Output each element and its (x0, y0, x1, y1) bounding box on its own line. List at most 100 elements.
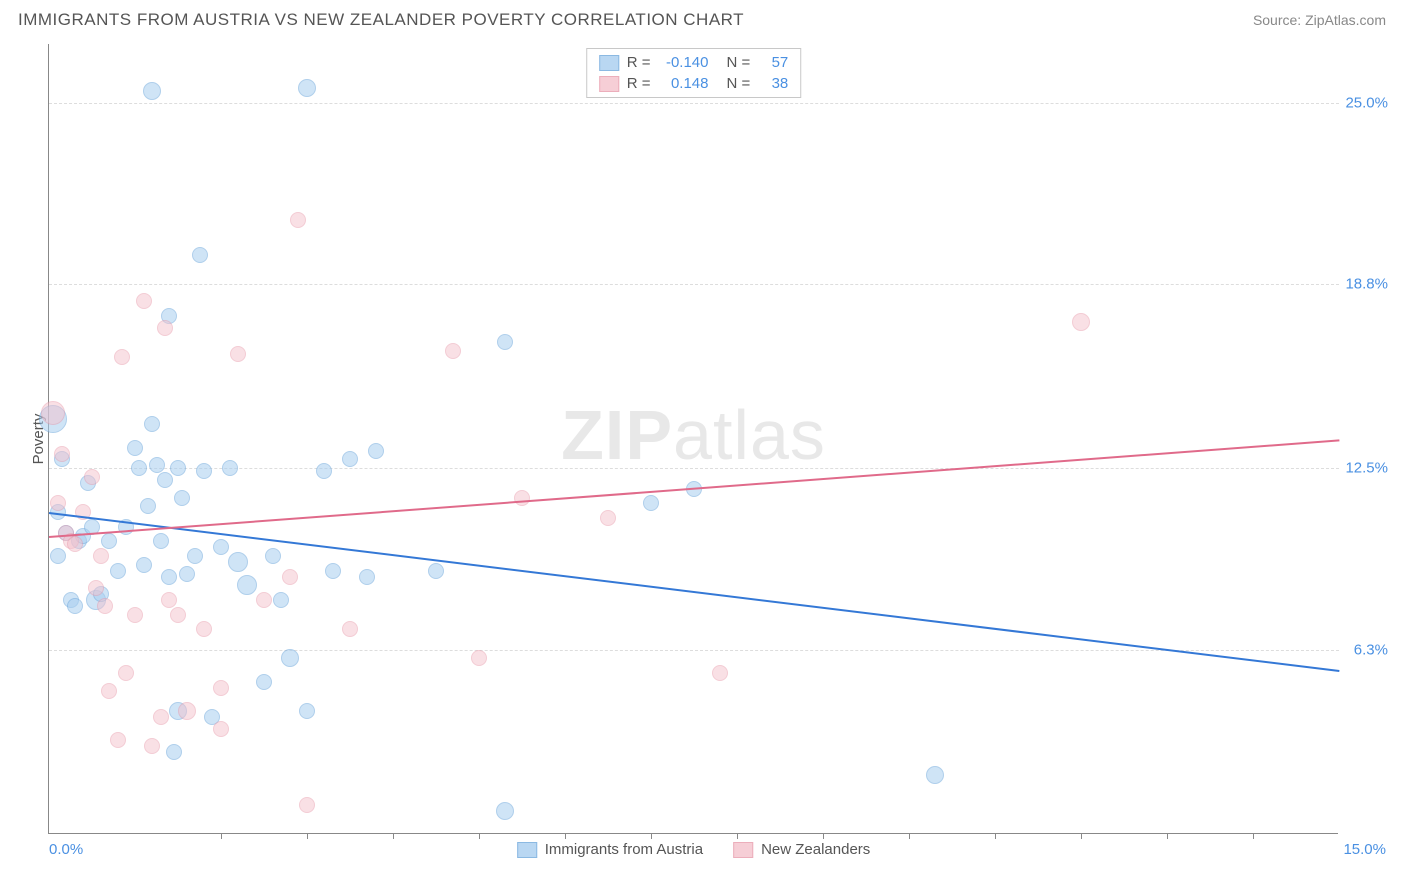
scatter-point[interactable] (222, 460, 238, 476)
scatter-point[interactable] (93, 548, 109, 564)
scatter-point[interactable] (110, 563, 126, 579)
scatter-point[interactable] (187, 548, 203, 564)
chart-title: IMMIGRANTS FROM AUSTRIA VS NEW ZEALANDER… (18, 10, 744, 30)
scatter-point[interactable] (228, 552, 248, 572)
scatter-point[interactable] (67, 598, 83, 614)
bottom-legend-item[interactable]: Immigrants from Austria (517, 841, 703, 858)
scatter-point[interactable] (153, 533, 169, 549)
x-tick (995, 833, 996, 839)
scatter-point[interactable] (118, 665, 134, 681)
scatter-point[interactable] (84, 469, 100, 485)
n-value: 38 (758, 75, 788, 92)
scatter-point[interactable] (368, 443, 384, 459)
gridline-h (49, 284, 1339, 285)
scatter-point[interactable] (144, 738, 160, 754)
scatter-point[interactable] (256, 592, 272, 608)
scatter-point[interactable] (1072, 313, 1090, 331)
scatter-point[interactable] (140, 498, 156, 514)
scatter-point[interactable] (445, 343, 461, 359)
scatter-point[interactable] (143, 82, 161, 100)
scatter-point[interactable] (428, 563, 444, 579)
scatter-point[interactable] (496, 802, 514, 820)
x-tick (479, 833, 480, 839)
scatter-point[interactable] (643, 495, 659, 511)
scatter-point[interactable] (136, 557, 152, 573)
x-tick (565, 833, 566, 839)
scatter-point[interactable] (299, 703, 315, 719)
scatter-point[interactable] (114, 349, 130, 365)
scatter-point[interactable] (179, 566, 195, 582)
scatter-point[interactable] (157, 472, 173, 488)
scatter-point[interactable] (110, 732, 126, 748)
bottom-legend-item[interactable]: New Zealanders (733, 841, 870, 858)
scatter-point[interactable] (497, 334, 513, 350)
scatter-point[interactable] (157, 320, 173, 336)
scatter-point[interactable] (50, 495, 66, 511)
scatter-point[interactable] (127, 607, 143, 623)
watermark: ZIPatlas (561, 395, 826, 475)
stats-legend-row: R =-0.140N =57 (587, 52, 801, 73)
scatter-point[interactable] (54, 446, 70, 462)
scatter-point[interactable] (88, 580, 104, 596)
scatter-point[interactable] (97, 598, 113, 614)
scatter-point[interactable] (170, 460, 186, 476)
scatter-point[interactable] (213, 539, 229, 555)
legend-swatch (599, 76, 619, 92)
scatter-point[interactable] (144, 416, 160, 432)
scatter-point[interactable] (41, 401, 65, 425)
scatter-point[interactable] (256, 674, 272, 690)
scatter-point[interactable] (926, 766, 944, 784)
scatter-point[interactable] (237, 575, 257, 595)
scatter-point[interactable] (192, 247, 208, 263)
scatter-point[interactable] (166, 744, 182, 760)
gridline-h (49, 468, 1339, 469)
scatter-point[interactable] (101, 683, 117, 699)
scatter-point[interactable] (196, 463, 212, 479)
scatter-point[interactable] (282, 569, 298, 585)
scatter-point[interactable] (101, 533, 117, 549)
legend-label: New Zealanders (761, 841, 870, 858)
x-tick (823, 833, 824, 839)
legend-label: Immigrants from Austria (545, 841, 703, 858)
n-label: N = (727, 75, 751, 92)
scatter-point[interactable] (161, 592, 177, 608)
watermark-bold: ZIP (561, 396, 673, 474)
scatter-point[interactable] (153, 709, 169, 725)
scatter-point[interactable] (265, 548, 281, 564)
scatter-point[interactable] (316, 463, 332, 479)
x-tick (909, 833, 910, 839)
scatter-point[interactable] (712, 665, 728, 681)
scatter-point[interactable] (50, 548, 66, 564)
stats-legend: R =-0.140N =57R =0.148N =38 (586, 48, 802, 98)
scatter-point[interactable] (213, 680, 229, 696)
scatter-point[interactable] (600, 510, 616, 526)
scatter-point[interactable] (514, 490, 530, 506)
scatter-point[interactable] (273, 592, 289, 608)
scatter-point[interactable] (299, 797, 315, 813)
scatter-point[interactable] (325, 563, 341, 579)
scatter-point[interactable] (196, 621, 212, 637)
scatter-point[interactable] (161, 569, 177, 585)
scatter-point[interactable] (298, 79, 316, 97)
scatter-point[interactable] (170, 607, 186, 623)
scatter-point[interactable] (149, 457, 165, 473)
scatter-point[interactable] (342, 621, 358, 637)
scatter-point[interactable] (230, 346, 246, 362)
trend-line (49, 439, 1339, 538)
scatter-point[interactable] (131, 460, 147, 476)
scatter-point[interactable] (67, 536, 83, 552)
scatter-point[interactable] (127, 440, 143, 456)
scatter-point[interactable] (359, 569, 375, 585)
scatter-point[interactable] (290, 212, 306, 228)
x-tick (221, 833, 222, 839)
scatter-point[interactable] (281, 649, 299, 667)
stats-legend-row: R =0.148N =38 (587, 73, 801, 94)
scatter-point[interactable] (178, 702, 196, 720)
y-tick-label: 25.0% (1338, 94, 1388, 111)
scatter-point[interactable] (342, 451, 358, 467)
scatter-point[interactable] (136, 293, 152, 309)
scatter-point[interactable] (471, 650, 487, 666)
scatter-point[interactable] (174, 490, 190, 506)
scatter-point[interactable] (213, 721, 229, 737)
n-label: N = (727, 54, 751, 71)
